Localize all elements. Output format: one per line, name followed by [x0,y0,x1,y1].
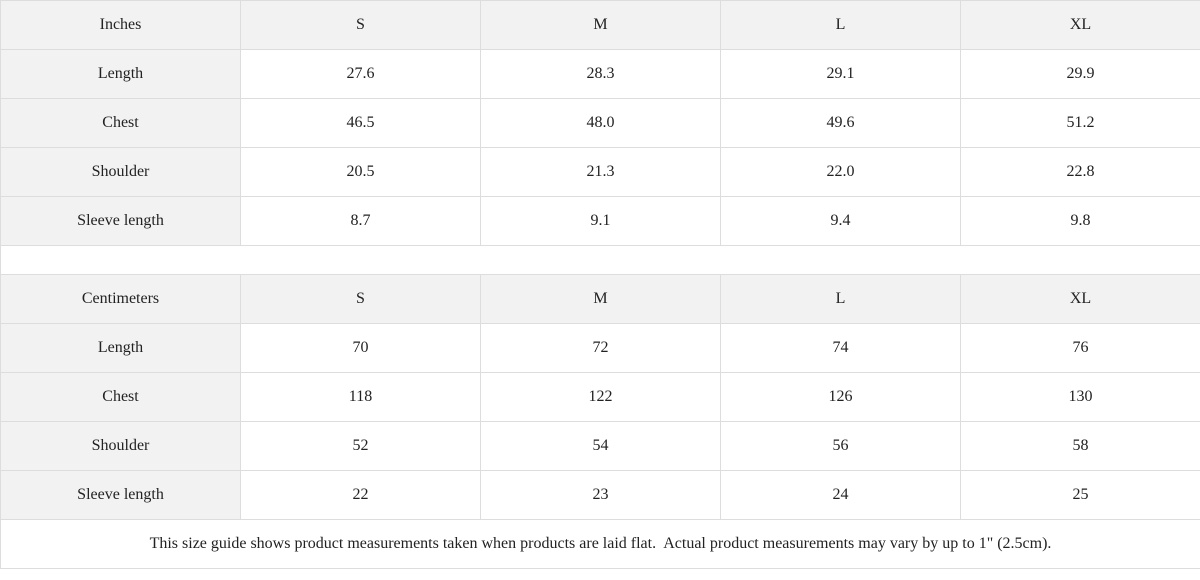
table-row: Chest 118 122 126 130 [0,372,1200,422]
table-row: Sleeve length 8.7 9.1 9.4 9.8 [0,196,1200,246]
size-header: S [240,0,481,50]
measurement-value: 118 [240,372,481,422]
measurement-value: 27.6 [240,49,481,99]
measurement-label: Length [0,49,241,99]
measurement-value: 46.5 [240,98,481,148]
measurement-value: 23 [480,470,721,520]
size-header: L [720,0,961,50]
centimeters-header-row: Centimeters S M L XL [0,274,1200,324]
measurement-value: 56 [720,421,961,471]
measurement-value: 48.0 [480,98,721,148]
table-row: Length 70 72 74 76 [0,323,1200,373]
measurement-label: Chest [0,372,241,422]
table-row: Length 27.6 28.3 29.1 29.9 [0,49,1200,99]
measurement-value: 22.8 [960,147,1200,197]
inches-unit-label: Inches [0,0,241,50]
measurement-value: 24 [720,470,961,520]
size-header: L [720,274,961,324]
measurement-label: Shoulder [0,421,241,471]
measurement-value: 21.3 [480,147,721,197]
measurement-value: 74 [720,323,961,373]
size-header: M [480,0,721,50]
measurement-value: 122 [480,372,721,422]
measurement-label: Chest [0,98,241,148]
measurement-value: 25 [960,470,1200,520]
table-row: Shoulder 52 54 56 58 [0,421,1200,471]
size-header: XL [960,0,1200,50]
inches-header-row: Inches S M L XL [0,0,1200,50]
measurement-value: 29.9 [960,49,1200,99]
measurement-value: 9.4 [720,196,961,246]
size-header: S [240,274,481,324]
spacer-cell [0,245,1200,275]
table-row: Chest 46.5 48.0 49.6 51.2 [0,98,1200,148]
measurement-value: 28.3 [480,49,721,99]
size-header: XL [960,274,1200,324]
measurement-value: 70 [240,323,481,373]
measurement-value: 54 [480,421,721,471]
measurement-value: 76 [960,323,1200,373]
measurement-value: 22 [240,470,481,520]
measurement-note: This size guide shows product measuremen… [0,519,1200,569]
measurement-value: 9.8 [960,196,1200,246]
measurement-label: Shoulder [0,147,241,197]
section-spacer [0,245,1200,275]
measurement-value: 72 [480,323,721,373]
measurement-value: 20.5 [240,147,481,197]
measurement-label: Length [0,323,241,373]
measurement-value: 22.0 [720,147,961,197]
centimeters-unit-label: Centimeters [0,274,241,324]
note-row: This size guide shows product measuremen… [0,519,1200,569]
measurement-label: Sleeve length [0,470,241,520]
measurement-value: 29.1 [720,49,961,99]
measurement-value: 51.2 [960,98,1200,148]
measurement-value: 130 [960,372,1200,422]
table-row: Sleeve length 22 23 24 25 [0,470,1200,520]
measurement-value: 8.7 [240,196,481,246]
measurement-value: 49.6 [720,98,961,148]
measurement-label: Sleeve length [0,196,241,246]
measurement-value: 126 [720,372,961,422]
table-row: Shoulder 20.5 21.3 22.0 22.8 [0,147,1200,197]
measurement-value: 9.1 [480,196,721,246]
measurement-value: 58 [960,421,1200,471]
size-header: M [480,274,721,324]
measurement-value: 52 [240,421,481,471]
